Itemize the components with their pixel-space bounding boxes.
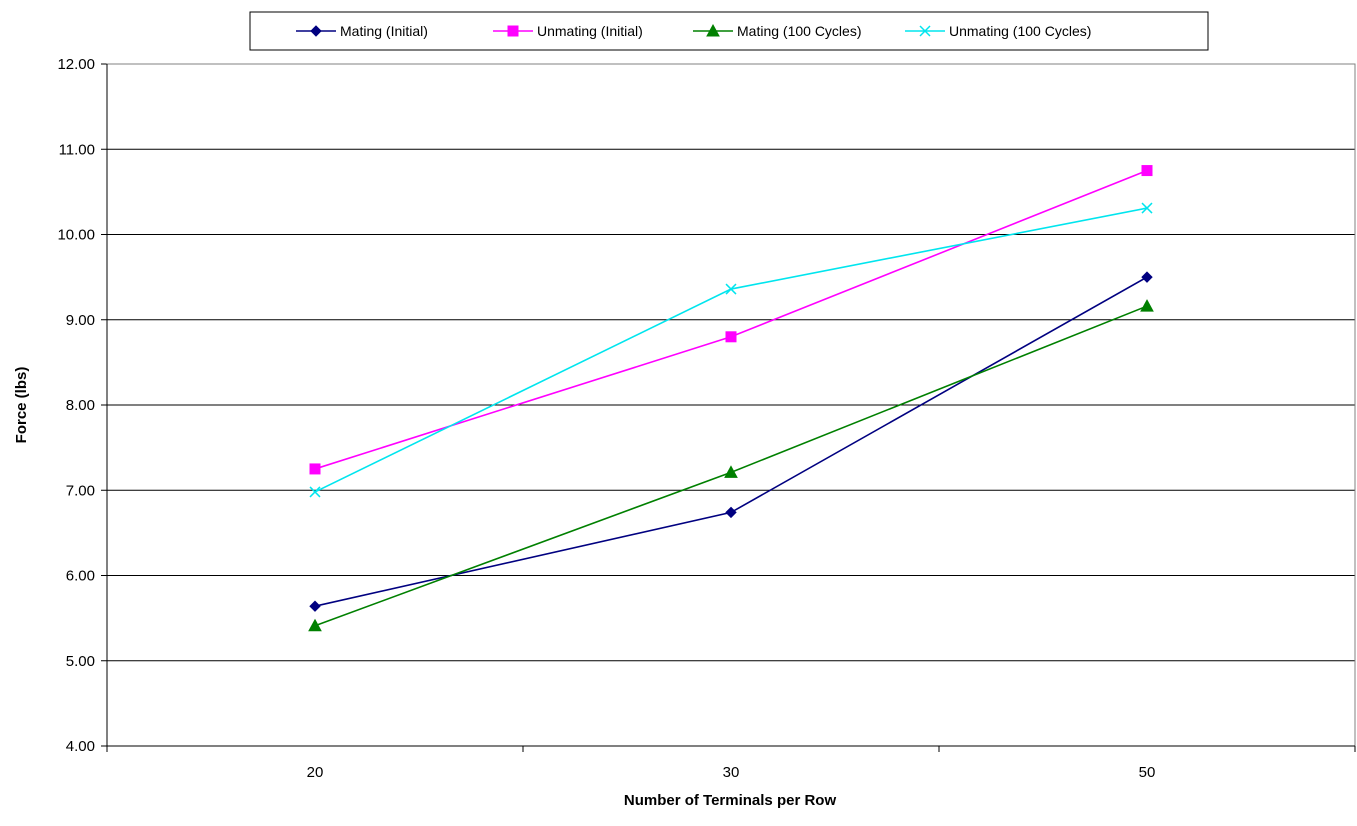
y-tick-label: 7.00	[66, 482, 95, 499]
legend-label: Unmating (Initial)	[537, 23, 643, 39]
legend-entry: Unmating (Initial)	[493, 23, 643, 39]
y-axis-title: Force (lbs)	[13, 367, 30, 444]
legend-label: Unmating (100 Cycles)	[949, 23, 1091, 39]
data-point	[1141, 165, 1153, 177]
x-tick-label: 20	[307, 764, 324, 781]
series-line	[314, 207, 1148, 493]
data-point	[725, 283, 737, 295]
data-point	[725, 506, 737, 519]
y-tick-label: 9.00	[66, 312, 95, 329]
marker-stroke	[919, 25, 931, 37]
data-point	[724, 465, 738, 478]
data-point	[1140, 299, 1154, 312]
data-point	[725, 331, 737, 343]
series-line	[314, 276, 1148, 607]
x-axis-title: Number of Terminals per Row	[624, 792, 837, 809]
data-point	[1141, 202, 1153, 214]
marker-stroke	[309, 486, 321, 498]
series-1	[309, 271, 1153, 612]
data-point	[1141, 271, 1153, 283]
data-point	[309, 600, 321, 612]
plot-area: 4.00 5.00 6.00 7.00 8.00 9.00 10.00 11.00 12.00 2…	[57, 56, 1356, 781]
data-point	[309, 463, 321, 475]
y-tick-label: 6.00	[66, 568, 95, 585]
y-tick-label: 5.00	[66, 653, 95, 670]
series-4	[309, 202, 1153, 498]
legend-entry: Mating (Initial)	[296, 23, 428, 39]
marker-stroke	[725, 283, 737, 295]
legend-entry: Mating (100 Cycles)	[693, 23, 862, 39]
legend-marker	[507, 25, 519, 37]
data-point	[309, 486, 321, 498]
legend-entry: Unmating (100 Cycles)	[905, 23, 1091, 39]
y-tick-label: 4.00	[66, 738, 95, 755]
legend-label: Mating (100 Cycles)	[737, 23, 862, 39]
x-tick-label: 30	[723, 764, 740, 781]
legend-label: Mating (Initial)	[340, 23, 428, 39]
legend: Mating (Initial) Unmating (Initial) Mating…	[249, 11, 1209, 51]
series-3	[308, 299, 1154, 632]
data-point	[308, 618, 322, 632]
y-tick-label: 8.00	[66, 397, 95, 414]
marker-stroke	[1141, 202, 1153, 214]
y-tick-label: 12.00	[57, 56, 95, 73]
legend-marker	[919, 25, 931, 37]
y-tick-label: 11.00	[59, 141, 95, 158]
legend-marker	[310, 25, 322, 37]
x-tick-label: 50	[1139, 764, 1156, 781]
y-tick-label: 10.00	[57, 227, 95, 244]
legend-marker	[706, 23, 720, 37]
